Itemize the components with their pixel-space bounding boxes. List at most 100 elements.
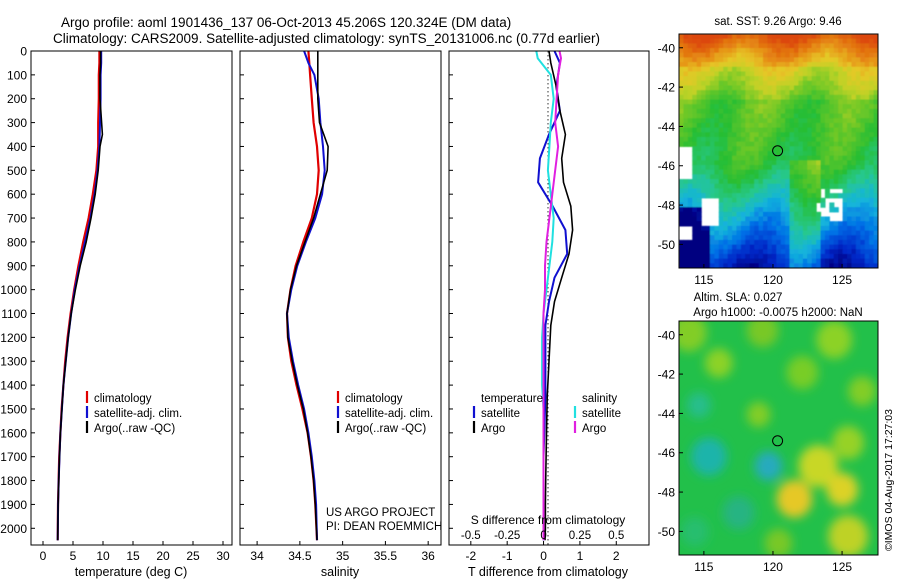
sst-cell	[829, 118, 835, 124]
sst-cell	[864, 235, 870, 241]
sst-cell	[776, 169, 782, 175]
sst-cell	[785, 108, 791, 115]
sst-cell	[798, 94, 804, 101]
sst-cell	[701, 48, 707, 54]
sst-cell	[701, 118, 707, 124]
sst-cell	[767, 136, 773, 143]
sla-lon-tick-label: 120	[763, 560, 783, 574]
sst-cell	[793, 62, 799, 68]
sst-cell	[740, 165, 746, 171]
sst-cell	[714, 151, 720, 157]
sst-cell	[736, 211, 742, 218]
sst-cell	[847, 239, 853, 246]
sst-cell	[838, 57, 844, 63]
sst-cell	[745, 239, 751, 246]
sst-cell	[798, 155, 804, 161]
depth-ytick-label: 700	[7, 212, 27, 226]
sst-cell	[723, 80, 729, 87]
sst-cell	[709, 85, 715, 91]
sst-cell	[767, 239, 773, 246]
sst-cell	[754, 66, 760, 73]
sst-cell	[798, 127, 804, 133]
sst-cell	[816, 211, 822, 218]
sst-cell	[802, 71, 808, 77]
sst-cell	[701, 104, 707, 110]
sst-cell	[718, 165, 724, 171]
sst-cell	[793, 52, 799, 58]
sst-cell	[798, 132, 804, 138]
sst-cell	[811, 104, 817, 110]
sst-cell	[847, 57, 853, 63]
legend-label-s-argo: Argo	[582, 423, 606, 435]
sst-cell	[687, 132, 693, 138]
sst-cell	[847, 179, 853, 185]
sst-cell	[851, 193, 857, 199]
sst-cell	[864, 57, 870, 63]
sst-cell	[807, 99, 813, 105]
sst-cell	[851, 141, 857, 147]
sst-cell	[749, 62, 755, 68]
sst-cell	[811, 57, 817, 63]
sst-cell	[763, 193, 769, 199]
sst-cell	[740, 62, 746, 68]
sst-cell	[793, 160, 799, 166]
sst-cell	[696, 183, 702, 190]
sst-cell	[855, 62, 861, 68]
sst-cell	[798, 211, 804, 218]
sst-cell	[780, 216, 786, 222]
sst-cell	[829, 183, 835, 190]
sst-cell	[718, 253, 724, 260]
sst-cell	[758, 235, 764, 241]
sst-cell	[749, 66, 755, 73]
sst-cell	[842, 132, 848, 138]
sst-cell	[824, 174, 830, 180]
sst-cell	[709, 151, 715, 157]
sst-cell	[705, 136, 711, 143]
sst-cell	[763, 169, 769, 175]
sst-cell	[776, 113, 782, 119]
sst-cell	[842, 122, 848, 129]
sst-cell	[802, 169, 808, 175]
sst-cell	[745, 225, 751, 232]
sst-cell	[705, 48, 711, 54]
sst-cell	[780, 202, 786, 208]
sst-cell	[824, 263, 830, 268]
sst-cell	[749, 174, 755, 180]
sst-cell	[767, 155, 773, 161]
sst-cell	[683, 188, 689, 194]
sst-cell	[833, 38, 839, 44]
sst-cell	[776, 174, 782, 180]
sst-cell	[802, 202, 808, 208]
sst-cell	[793, 207, 799, 213]
sst-cell	[807, 244, 813, 250]
sst-cell	[816, 146, 822, 152]
sst-cell	[855, 48, 861, 54]
sst-cell	[718, 76, 724, 82]
sst-cell	[816, 57, 822, 63]
sst-cell	[873, 99, 878, 105]
sst-cell	[692, 169, 698, 175]
sst-cell	[749, 211, 755, 218]
sst-cell	[776, 244, 782, 250]
sst-cell	[785, 94, 791, 101]
sst-cell	[701, 235, 707, 241]
sst-cell	[687, 258, 693, 264]
sst-cell	[740, 239, 746, 246]
depth-ytick-label: 100	[7, 68, 27, 82]
sst-cell	[718, 141, 724, 147]
sst-cell	[692, 118, 698, 124]
sst-cell	[802, 118, 808, 124]
difference-panel: -2 -1 0 1 2-0.5 -0.25 0 0.25 0.5 S difference fr…	[448, 50, 650, 579]
sst-cell	[864, 221, 870, 227]
sst-cell	[807, 188, 813, 194]
sst-cell	[718, 183, 724, 190]
sst-cell	[687, 52, 693, 58]
sst-cell	[847, 202, 853, 208]
sst-cell	[749, 38, 755, 44]
sst-cell	[767, 207, 773, 213]
sst-cell	[771, 108, 777, 115]
sst-cell	[771, 85, 777, 91]
sst-cell	[842, 108, 848, 115]
sst-cell	[869, 122, 875, 129]
sst-cell	[802, 249, 808, 255]
